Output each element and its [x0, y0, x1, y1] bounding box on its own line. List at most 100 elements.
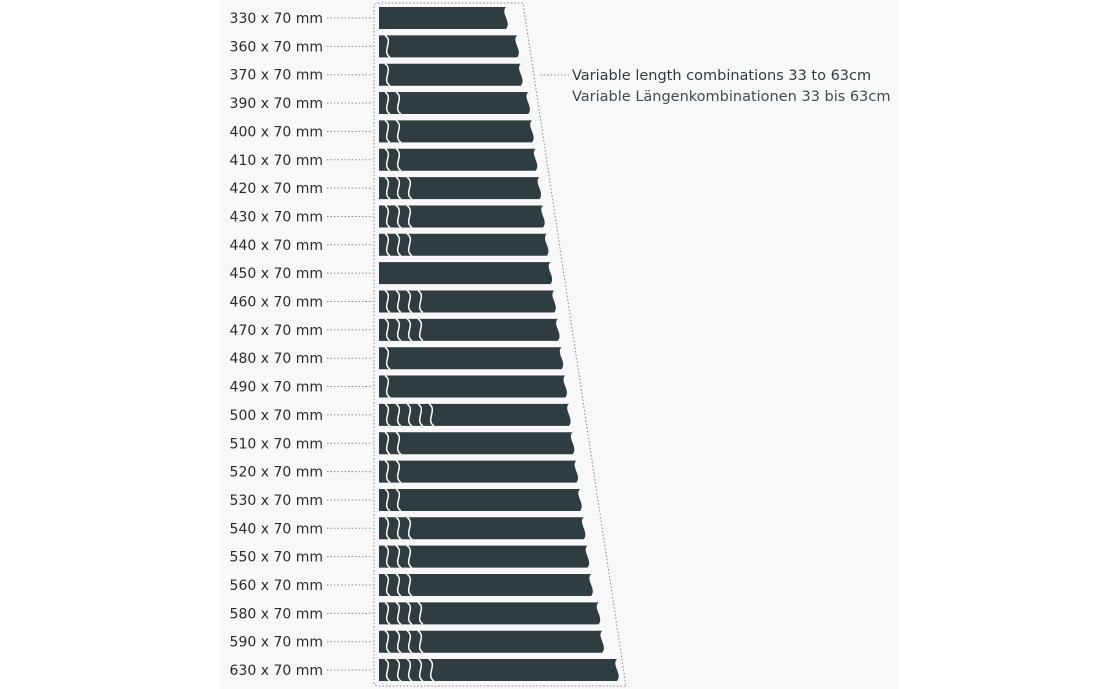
segment-joint — [395, 318, 402, 342]
size-label: 630 x 70 mm — [230, 663, 323, 679]
segment-joint — [384, 658, 391, 682]
size-label: 580 x 70 mm — [230, 606, 323, 622]
segment-joint — [395, 630, 402, 654]
length-bar — [379, 460, 579, 483]
segment-joint — [417, 318, 424, 342]
length-bar — [379, 148, 538, 171]
segment-joint — [384, 601, 391, 625]
segment-joint — [395, 233, 402, 257]
size-label: 450 x 70 mm — [230, 266, 323, 282]
segment-joint — [395, 601, 402, 625]
segment-joint — [384, 403, 391, 427]
segment-joint — [417, 630, 424, 654]
length-bar — [379, 403, 571, 426]
length-bar — [379, 63, 523, 86]
length-bar — [379, 602, 601, 625]
segment-joint — [384, 318, 391, 342]
size-label: 360 x 70 mm — [230, 39, 323, 55]
size-label: 470 x 70 mm — [230, 323, 323, 339]
segment-joint — [406, 573, 413, 597]
segment-joint — [395, 119, 402, 144]
segment-joint — [428, 658, 435, 682]
segment-joint — [417, 289, 424, 314]
segment-joint — [384, 119, 391, 144]
segment-joint — [406, 601, 413, 625]
segment-joint — [406, 289, 413, 314]
length-bar — [379, 7, 508, 29]
segment-joint — [417, 403, 424, 427]
size-label: 390 x 70 mm — [230, 96, 323, 112]
caption-group: Variable length combinations 33 to 63cm … — [540, 68, 890, 105]
size-label: 520 x 70 mm — [230, 465, 323, 481]
size-label: 540 x 70 mm — [230, 521, 323, 537]
length-bar — [379, 35, 519, 58]
size-label: 440 x 70 mm — [230, 238, 323, 254]
segment-joint — [384, 91, 391, 115]
segment-joint — [395, 431, 402, 455]
segment-joint — [384, 630, 391, 654]
length-bar — [379, 375, 567, 398]
size-label: 560 x 70 mm — [230, 578, 323, 594]
segment-joint — [384, 176, 391, 200]
segment-joint — [395, 403, 402, 427]
segment-joint — [406, 516, 413, 540]
segment-joint — [384, 431, 391, 455]
segment-joint — [395, 488, 402, 512]
size-label: 550 x 70 mm — [230, 550, 323, 566]
size-label: 480 x 70 mm — [230, 351, 323, 367]
length-bar — [379, 545, 590, 568]
length-bar — [379, 630, 604, 653]
segment-joint — [406, 545, 413, 569]
segment-joint — [384, 289, 391, 314]
segment-joint — [395, 204, 402, 229]
segment-joint — [406, 233, 413, 257]
leaders-group — [327, 17, 373, 671]
segment-joint — [384, 459, 391, 484]
size-label: 460 x 70 mm — [230, 295, 323, 311]
length-bar — [379, 290, 556, 313]
segment-joint — [428, 403, 435, 427]
length-bar — [379, 347, 564, 370]
length-bar — [379, 488, 582, 511]
segment-joint — [384, 573, 391, 597]
segment-joint — [406, 658, 413, 682]
length-bar — [379, 574, 593, 596]
length-bar — [379, 432, 575, 455]
size-label: 510 x 70 mm — [230, 436, 323, 452]
segment-joint — [395, 459, 402, 484]
segment-joint — [384, 488, 391, 512]
caption-german: Variable Längenkombinationen 33 bis 63cm — [572, 89, 890, 105]
segment-joint — [384, 63, 391, 87]
length-bar — [379, 205, 545, 228]
length-bar — [379, 659, 619, 682]
length-bar — [379, 92, 530, 115]
segment-joint — [384, 233, 391, 257]
bars-group — [379, 7, 619, 682]
segment-joint — [384, 148, 391, 172]
size-label: 420 x 70 mm — [230, 181, 323, 197]
segment-joint — [384, 204, 391, 229]
caption-english: Variable length combinations 33 to 63cm — [572, 68, 871, 84]
segment-joint — [395, 91, 402, 115]
segment-joint — [395, 176, 402, 200]
size-label: 400 x 70 mm — [230, 124, 323, 140]
segment-joint — [384, 545, 391, 569]
size-label: 430 x 70 mm — [230, 209, 323, 225]
length-bar — [379, 517, 586, 540]
segment-joint — [417, 601, 424, 625]
size-label: 490 x 70 mm — [230, 380, 323, 396]
segment-joint — [395, 148, 402, 172]
segment-joint — [417, 658, 424, 682]
length-bar — [379, 262, 553, 285]
segment-joint — [384, 346, 391, 370]
labels-group: 330 x 70 mm 360 x 70 mm 370 x 70 mm 390 x 7… — [230, 11, 323, 679]
segment-joint — [384, 516, 391, 540]
length-bar — [379, 120, 534, 143]
segment-joint — [384, 34, 391, 58]
length-bar — [379, 233, 549, 256]
size-label: 330 x 70 mm — [230, 11, 323, 27]
size-label: 530 x 70 mm — [230, 493, 323, 509]
size-label: 410 x 70 mm — [230, 153, 323, 169]
size-label: 590 x 70 mm — [230, 635, 323, 651]
